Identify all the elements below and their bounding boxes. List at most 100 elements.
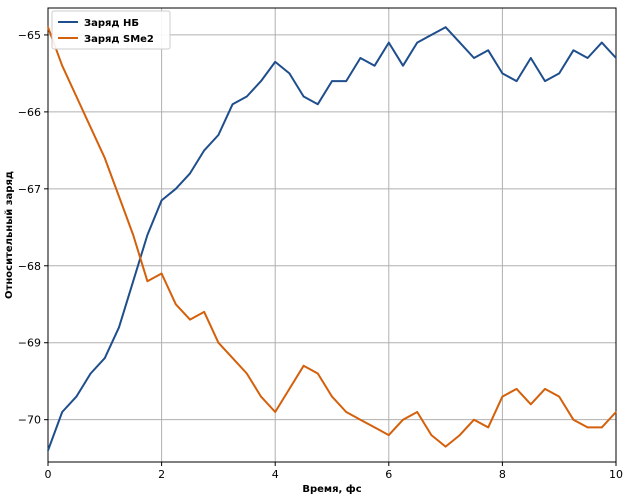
series-1-point xyxy=(302,95,305,98)
series-1-point xyxy=(473,57,475,59)
legend: Заряд НБ Заряд SMe2 xyxy=(51,10,171,50)
x-tick-label: 6 xyxy=(385,468,392,481)
series-2-point xyxy=(118,195,120,198)
series-1-point xyxy=(601,41,603,44)
series-1-point xyxy=(501,72,504,75)
series-1-point xyxy=(146,234,149,236)
series-2-point xyxy=(430,434,433,436)
series-2-point xyxy=(373,426,376,429)
series-1-point xyxy=(359,57,362,59)
x-tick-label: 4 xyxy=(272,468,279,481)
series-2-point xyxy=(189,318,191,321)
series-2-point xyxy=(146,280,149,283)
series-2-point xyxy=(231,357,234,359)
series-2-point xyxy=(515,388,518,390)
y-tick-label: −65 xyxy=(18,29,41,42)
series-1-point xyxy=(217,134,220,136)
series-1-point xyxy=(487,49,490,52)
y-tick-label: −68 xyxy=(18,260,41,273)
series-1-point xyxy=(132,280,134,283)
y-tick-label: −67 xyxy=(18,183,41,196)
series-2-point xyxy=(601,426,603,429)
series-2-point xyxy=(402,418,404,421)
series-2-point xyxy=(274,411,277,413)
series-2-point xyxy=(47,26,49,29)
x-tick-label: 2 xyxy=(158,468,165,481)
series-1-point xyxy=(175,188,177,190)
series-1-point xyxy=(75,395,78,398)
series-1-point xyxy=(160,199,163,202)
y-tick-label: −66 xyxy=(18,106,41,119)
series-1-point xyxy=(586,57,589,59)
series-2-point xyxy=(558,395,560,398)
y-tick-label: −69 xyxy=(18,337,41,350)
plot-frame xyxy=(47,7,617,463)
series-1-point xyxy=(246,95,248,98)
series-1-point xyxy=(558,72,560,75)
series-1-point xyxy=(572,49,575,52)
series-2-point xyxy=(217,341,220,344)
series-1-point xyxy=(47,449,49,452)
series-1-point xyxy=(260,80,262,82)
series-1-point xyxy=(544,80,546,82)
x-tick-label: 10 xyxy=(609,468,623,481)
x-tick-label: 0 xyxy=(45,468,52,481)
series-1-point xyxy=(515,80,518,82)
series-2-point xyxy=(302,365,305,367)
series-line-2 xyxy=(47,26,617,448)
series-2-point xyxy=(203,311,205,313)
series-2-point xyxy=(61,64,63,67)
series-2-point xyxy=(175,303,177,306)
series-1-point xyxy=(615,57,617,59)
series-1-point xyxy=(416,41,419,44)
series-1-point xyxy=(402,64,404,67)
ticks-layer: 0 2 4 6 8 10 −65 −66 −67 −68 −69 −70 xyxy=(18,29,623,481)
series-1-point xyxy=(274,61,277,63)
series-layer xyxy=(47,26,617,452)
series-2-point xyxy=(246,372,248,375)
series-2-point xyxy=(572,418,575,421)
series-2-point xyxy=(132,234,134,236)
x-tick-label: 8 xyxy=(499,468,506,481)
series-2-point xyxy=(345,411,348,413)
series-1-point xyxy=(373,64,376,67)
series-1-point xyxy=(288,72,291,75)
series-line-1 xyxy=(47,26,617,451)
series-2-point xyxy=(444,445,447,448)
series-1-point xyxy=(118,326,120,329)
series-1-point xyxy=(530,57,532,59)
series-1-point xyxy=(61,411,63,413)
series-2-point xyxy=(104,157,106,159)
series-2-point xyxy=(501,395,504,398)
series-2-point xyxy=(75,95,78,98)
legend-box xyxy=(51,10,171,50)
legend-label-series-2: Заряд SMe2 xyxy=(84,34,154,45)
series-1-point xyxy=(388,41,390,44)
x-axis-label: Время, фс xyxy=(302,483,361,495)
series-2-point xyxy=(586,426,589,429)
series-2-point xyxy=(89,126,92,129)
series-2-point xyxy=(331,395,333,398)
series-1-point xyxy=(189,172,191,175)
y-axis-label: Относительный заряд xyxy=(4,171,15,299)
series-1-point xyxy=(331,80,333,82)
series-2-point xyxy=(487,426,490,429)
series-1-point xyxy=(444,26,447,29)
series-2-point xyxy=(459,434,461,436)
legend-label-series-1: Заряд НБ xyxy=(84,18,139,29)
series-1-point xyxy=(104,357,106,359)
series-2-point xyxy=(416,411,419,413)
series-2-point xyxy=(160,272,163,275)
series-1-point xyxy=(459,41,461,44)
series-1-point xyxy=(203,149,205,152)
series-2-point xyxy=(317,372,319,375)
series-2-point xyxy=(359,418,362,421)
series-1-point xyxy=(430,34,433,36)
series-2-point xyxy=(615,411,617,413)
series-2-point xyxy=(260,395,262,398)
series-2-point xyxy=(544,388,546,390)
series-2-point xyxy=(473,418,475,421)
y-tick-label: −70 xyxy=(18,414,41,427)
series-1-point xyxy=(231,103,234,105)
